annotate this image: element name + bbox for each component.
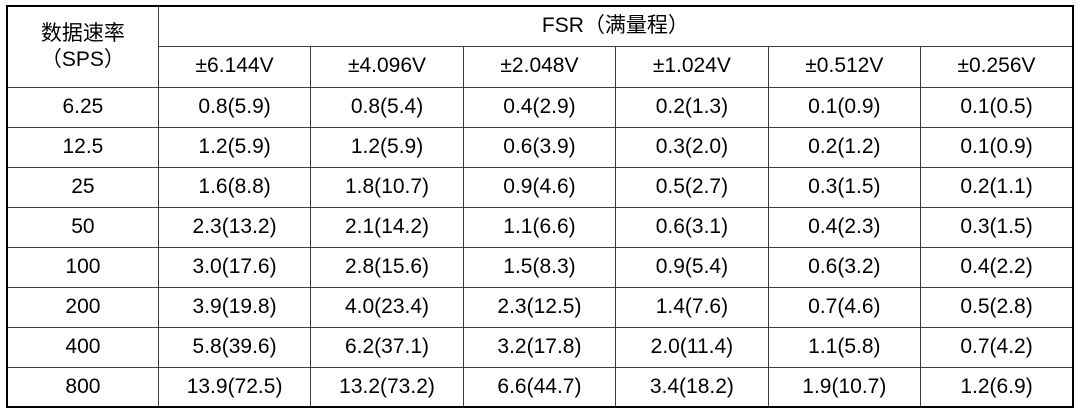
column-header-4v096: ±4.096V [310, 45, 464, 88]
table-cell: 0.4(2.3) [767, 206, 922, 248]
table-row: 800 13.9(72.5) 13.2(73.2) 6.6(44.7) 3.4(… [6, 366, 1074, 408]
table-cell: 0.6(3.1) [615, 206, 769, 248]
table-row: 6.25 0.8(5.9) 0.8(5.4) 0.4(2.9) 0.2(1.3)… [6, 86, 1074, 128]
table-cell: 13.2(73.2) [310, 366, 464, 408]
table-cell: 13.9(72.5) [157, 366, 312, 408]
table-cell: 0.1(0.9) [920, 126, 1074, 168]
table-cell: 1.2(5.9) [310, 126, 464, 168]
table-cell: 0.2(1.1) [920, 166, 1074, 208]
table-cell: 2.3(12.5) [462, 286, 617, 328]
table-cell: 3.4(18.2) [615, 366, 769, 408]
table-cell: 0.2(1.3) [615, 86, 769, 128]
table-cell: 0.7(4.6) [767, 286, 922, 328]
table-cell: 0.5(2.7) [615, 166, 769, 208]
table-cell: 1.1(6.6) [462, 206, 617, 248]
table-cell: 0.2(1.2) [767, 126, 922, 168]
table-cell: 5.8(39.6) [157, 326, 312, 368]
fsr-group-header: FSR（满量程） [157, 5, 1074, 47]
corner-header-cell: 数据速率 （SPS） [6, 5, 159, 88]
data-rate-unit-label: （SPS） [40, 47, 125, 71]
table-cell: 0.6(3.9) [462, 126, 617, 168]
table-cell: 1.1(5.8) [767, 326, 922, 368]
table-cell: 1.9(10.7) [767, 366, 922, 408]
table-row: 400 5.8(39.6) 6.2(37.1) 3.2(17.8) 2.0(11… [6, 326, 1074, 368]
row-header-rate: 800 [6, 366, 159, 408]
table-cell: 6.6(44.7) [462, 366, 617, 408]
table-cell: 1.8(10.7) [310, 166, 464, 208]
row-header-rate: 100 [6, 246, 159, 288]
table-cell: 0.9(5.4) [615, 246, 769, 288]
table-cell: 1.2(5.9) [157, 126, 312, 168]
row-header-rate: 200 [6, 286, 159, 328]
table-cell: 1.6(8.8) [157, 166, 312, 208]
table-row: 100 3.0(17.6) 2.8(15.6) 1.5(8.3) 0.9(5.4… [6, 246, 1074, 288]
table-row: 12.5 1.2(5.9) 1.2(5.9) 0.6(3.9) 0.3(2.0)… [6, 126, 1074, 168]
table-cell: 3.9(19.8) [157, 286, 312, 328]
table-cell: 3.0(17.6) [157, 246, 312, 288]
data-rate-label: 数据速率 [40, 21, 125, 45]
table-cell: 0.1(0.5) [920, 86, 1074, 128]
table-cell: 0.3(2.0) [615, 126, 769, 168]
table-row: 50 2.3(13.2) 2.1(14.2) 1.1(6.6) 0.6(3.1)… [6, 206, 1074, 248]
column-header-6v144: ±6.144V [157, 45, 312, 88]
table-cell: 1.2(6.9) [920, 366, 1074, 408]
table-cell: 0.1(0.9) [767, 86, 922, 128]
table-cell: 2.8(15.6) [310, 246, 464, 288]
table-cell: 0.8(5.9) [157, 86, 312, 128]
table-cell: 2.0(11.4) [615, 326, 769, 368]
row-header-rate: 400 [6, 326, 159, 368]
table-cell: 0.7(4.2) [920, 326, 1074, 368]
column-header-0v512: ±0.512V [767, 45, 922, 88]
row-header-rate: 12.5 [6, 126, 159, 168]
row-header-rate: 50 [6, 206, 159, 248]
table-cell: 2.1(14.2) [310, 206, 464, 248]
table-cell: 2.3(13.2) [157, 206, 312, 248]
table-cell: 0.3(1.5) [767, 166, 922, 208]
header-group-row: 数据速率 （SPS） FSR（满量程） [6, 5, 1074, 88]
table-cell: 0.5(2.8) [920, 286, 1074, 328]
table-row: 200 3.9(19.8) 4.0(23.4) 2.3(12.5) 1.4(7.… [6, 286, 1074, 328]
table-cell: 0.4(2.9) [462, 86, 617, 128]
table-cell: 0.8(5.4) [310, 86, 464, 128]
fsr-table: 数据速率 （SPS） FSR（满量程） ±6.144V ±4.096V ±2.0… [6, 5, 1074, 408]
table-row: 25 1.6(8.8) 1.8(10.7) 0.9(4.6) 0.5(2.7) … [6, 166, 1074, 208]
table-cell: 0.9(4.6) [462, 166, 617, 208]
table-cell: 3.2(17.8) [462, 326, 617, 368]
table-cell: 1.4(7.6) [615, 286, 769, 328]
table-cell: 0.4(2.2) [920, 246, 1074, 288]
row-header-rate: 6.25 [6, 86, 159, 128]
table-cell: 0.3(1.5) [920, 206, 1074, 248]
column-header-1v024: ±1.024V [615, 45, 769, 88]
table-cell: 0.6(3.2) [767, 246, 922, 288]
table-cell: 6.2(37.1) [310, 326, 464, 368]
header-columns-row: ±6.144V ±4.096V ±2.048V ±1.024V ±0.512V … [7, 45, 1074, 88]
column-header-2v048: ±2.048V [462, 45, 617, 88]
row-header-rate: 25 [6, 166, 159, 208]
table-header: 数据速率 （SPS） FSR（满量程） ±6.144V ±4.096V ±2.0… [6, 5, 1074, 88]
table-cell: 4.0(23.4) [310, 286, 464, 328]
table-cell: 1.5(8.3) [462, 246, 617, 288]
table-body: 6.25 0.8(5.9) 0.8(5.4) 0.4(2.9) 0.2(1.3)… [6, 86, 1074, 408]
column-header-0v256: ±0.256V [920, 45, 1074, 88]
